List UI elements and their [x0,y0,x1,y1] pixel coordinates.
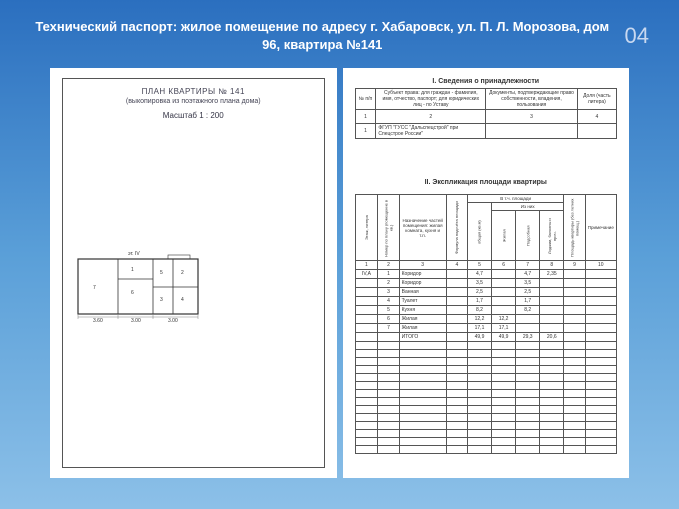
section2-title: II. Экспликация площади квартиры [355,179,618,186]
slide-title: Технический паспорт: жилое помещение по … [30,18,615,54]
svg-text:3.00: 3.00 [131,318,141,324]
plan-title: ПЛАН КВАРТИРЫ № 141 [71,87,316,96]
col-number-row: 1 2 3 4 5 6 7 8 9 10 [355,261,617,270]
slide-header: Технический паспорт: жилое помещение по … [0,0,679,68]
empty-row [355,438,617,446]
col-header: Документы, подтверждающие право собствен… [486,89,578,110]
svg-text:3.60: 3.60 [93,318,103,324]
table-row: 3Ванная2,52,5 [355,288,617,297]
right-document-page: I. Сведения о принадлежности № п/п Субъе… [343,68,630,478]
svg-text:5: 5 [160,270,163,276]
table-row: 7Жилая17,117,1 [355,324,617,333]
empty-row [355,430,617,438]
plan-scale: Масштаб 1 : 200 [71,111,316,120]
col-header: Доля (часть литера) [577,89,616,110]
empty-row [355,342,617,350]
svg-text:2: 2 [181,270,184,276]
floorplan-drawing: эт. IV 7 6 1 5 2 3 4 3.60 3.00 3.00 [73,249,203,329]
explication-table: Этаж, литера Номер по плану (помещение в… [355,194,618,454]
plan-subtitle: (выкопировка из поэтажного плана дома) [71,98,316,105]
empty-row [355,414,617,422]
floor-label: эт. IV [128,251,140,257]
table-header-row: № п/п Субъект права: для граждан - фамил… [355,89,617,110]
empty-row [355,446,617,454]
svg-text:7: 7 [93,285,96,291]
left-document-page: ПЛАН КВАРТИРЫ № 141 (выкопировка из поэт… [50,68,337,478]
total-row: ИТОГО49,949,929,320,6 [355,333,617,342]
col-number-row: 1 2 3 4 [355,110,617,124]
table-header-row: Этаж, литера Номер по плану (помещение в… [355,195,617,203]
col-header: № п/п [355,89,376,110]
table-row: 6Жилая12,212,2 [355,315,617,324]
table-row: 1 ФГУП "ГУСС "Дальспецстрой" при Спецстр… [355,124,617,139]
table-row: 5Кухня8,28,2 [355,306,617,315]
left-page-border: ПЛАН КВАРТИРЫ № 141 (выкопировка из поэт… [62,78,325,468]
empty-row [355,390,617,398]
table-row: 4Туалет1,71,7 [355,297,617,306]
empty-row [355,422,617,430]
empty-row [355,358,617,366]
document-pages: ПЛАН КВАРТИРЫ № 141 (выкопировка из поэт… [0,68,679,478]
svg-text:3: 3 [160,297,163,303]
svg-text:1: 1 [131,267,134,273]
svg-text:3.00: 3.00 [168,318,178,324]
svg-text:6: 6 [131,290,134,296]
table-row: IV,А1Коридор4,74,72,35 [355,270,617,279]
empty-row [355,406,617,414]
col-header: Субъект права: для граждан - фамилия, им… [376,89,486,110]
empty-row [355,374,617,382]
empty-row [355,350,617,358]
ownership-table: № п/п Субъект права: для граждан - фамил… [355,88,618,139]
empty-row [355,382,617,390]
empty-row [355,366,617,374]
section1-title: I. Сведения о принадлежности [355,78,618,85]
table-row: 2Коридор3,53,5 [355,279,617,288]
page-number: 04 [625,23,649,49]
svg-text:4: 4 [181,297,184,303]
empty-row [355,398,617,406]
